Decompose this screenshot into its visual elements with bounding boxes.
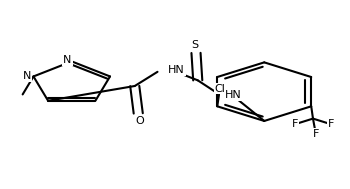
Text: N: N [23, 71, 32, 81]
Text: O: O [136, 116, 144, 125]
Text: S: S [192, 40, 199, 50]
Text: F: F [313, 129, 319, 139]
Text: F: F [328, 119, 334, 129]
Text: HN: HN [225, 91, 242, 100]
Text: Cl: Cl [215, 84, 225, 94]
Text: N: N [63, 56, 72, 65]
Text: F: F [292, 119, 298, 129]
Text: HN: HN [168, 65, 185, 75]
